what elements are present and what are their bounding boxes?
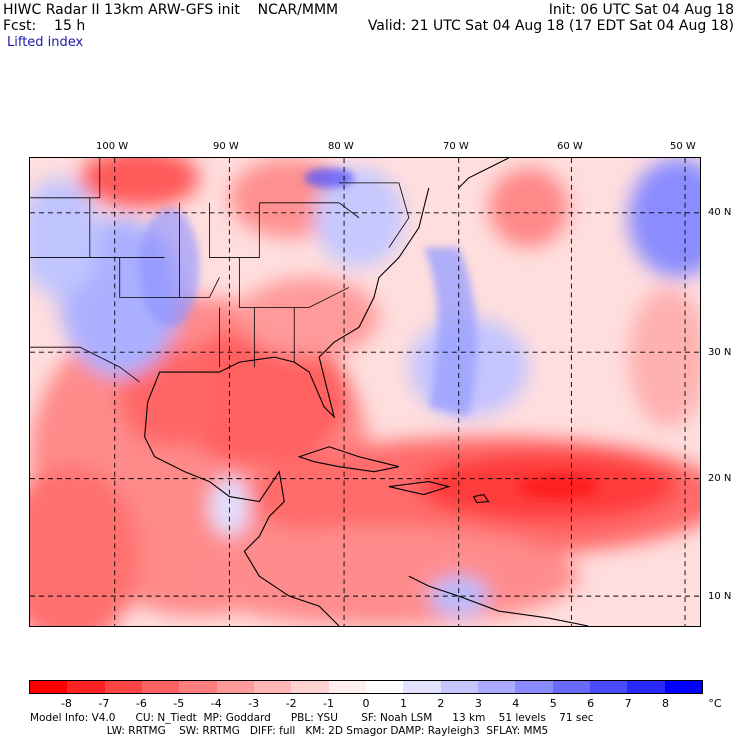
valid-time: Valid: 21 UTC Sat 04 Aug 18 (17 EDT Sat … [367, 18, 734, 34]
colorbar-swatch [328, 681, 366, 693]
latlon-grid [30, 158, 700, 626]
colorbar-unit: °C [708, 697, 722, 710]
colorbar-tick-label: -1 [323, 697, 335, 710]
lon-label-80w: 80 W [328, 141, 354, 152]
colorbar-swatch [552, 681, 590, 693]
colorbar-swatch [627, 681, 665, 693]
model-info-line-2: LW: RRTMG SW: RRTMG DIFF: full KM: 2D Sm… [30, 725, 549, 737]
colorbar-tick-label: -5 [173, 697, 185, 710]
colorbar-tick-label: 0 [362, 697, 370, 710]
colorbar-swatch [477, 681, 516, 693]
colorbar-tick-label: 7 [624, 697, 632, 710]
colorbar-tick-label: -2 [285, 697, 297, 710]
colorbar-tick-label: 5 [549, 697, 557, 710]
colorbar [29, 680, 703, 694]
colorbar-tick-label: -7 [98, 697, 110, 710]
boundaries [30, 158, 410, 383]
colorbar-swatch [515, 681, 553, 693]
lon-label-50w: 50 W [670, 141, 696, 152]
colorbar-swatch [253, 681, 292, 693]
coastlines [144, 158, 589, 626]
lon-label-60w: 60 W [557, 141, 583, 152]
lon-label-70w: 70 W [443, 141, 469, 152]
colorbar-swatch [179, 681, 217, 693]
colorbar-swatch [403, 681, 441, 693]
colorbar-swatch [67, 681, 105, 693]
init-time: Init: 06 UTC Sat 04 Aug 18 [548, 2, 734, 18]
colorbar-tick-label: 3 [474, 697, 482, 710]
colorbar-tick-label: -3 [248, 697, 260, 710]
lat-label-10n: 10 N [708, 591, 732, 602]
colorbar-tick-label: 2 [437, 697, 445, 710]
colorbar-tick-label: -8 [60, 697, 72, 710]
colorbar-tick-label: 6 [587, 697, 595, 710]
lat-label-30n: 30 N [708, 347, 732, 358]
lifted-index-map [29, 157, 701, 627]
colorbar-tick-label: 8 [662, 697, 670, 710]
colorbar-swatch [104, 681, 142, 693]
colorbar-swatch [216, 681, 254, 693]
lon-label-90w: 90 W [213, 141, 239, 152]
colorbar-swatch [141, 681, 180, 693]
lon-label-100w: 100 W [96, 141, 129, 152]
colorbar-tick-label: -4 [210, 697, 222, 710]
colorbar-tick-label: -6 [135, 697, 147, 710]
colorbar-swatch [589, 681, 628, 693]
colorbar-tick-label: 4 [512, 697, 520, 710]
forecast-hour: Fcst: 15 h [3, 18, 86, 34]
colorbar-tick-label: 1 [399, 697, 407, 710]
model-title: HIWC Radar II 13km ARW-GFS init NCAR/MMM [3, 2, 339, 18]
colorbar-swatch [291, 681, 329, 693]
colorbar-swatch [664, 681, 702, 693]
colorbar-swatch [440, 681, 478, 693]
lat-label-20n: 20 N [708, 473, 732, 484]
colorbar-swatch [365, 681, 404, 693]
field-name: Lifted index [7, 35, 84, 50]
colorbar-swatch [30, 681, 68, 693]
lat-label-40n: 40 N [708, 207, 732, 218]
model-info-line-1: Model Info: V4.0 CU: N_Tiedt MP: Goddard… [30, 712, 594, 724]
